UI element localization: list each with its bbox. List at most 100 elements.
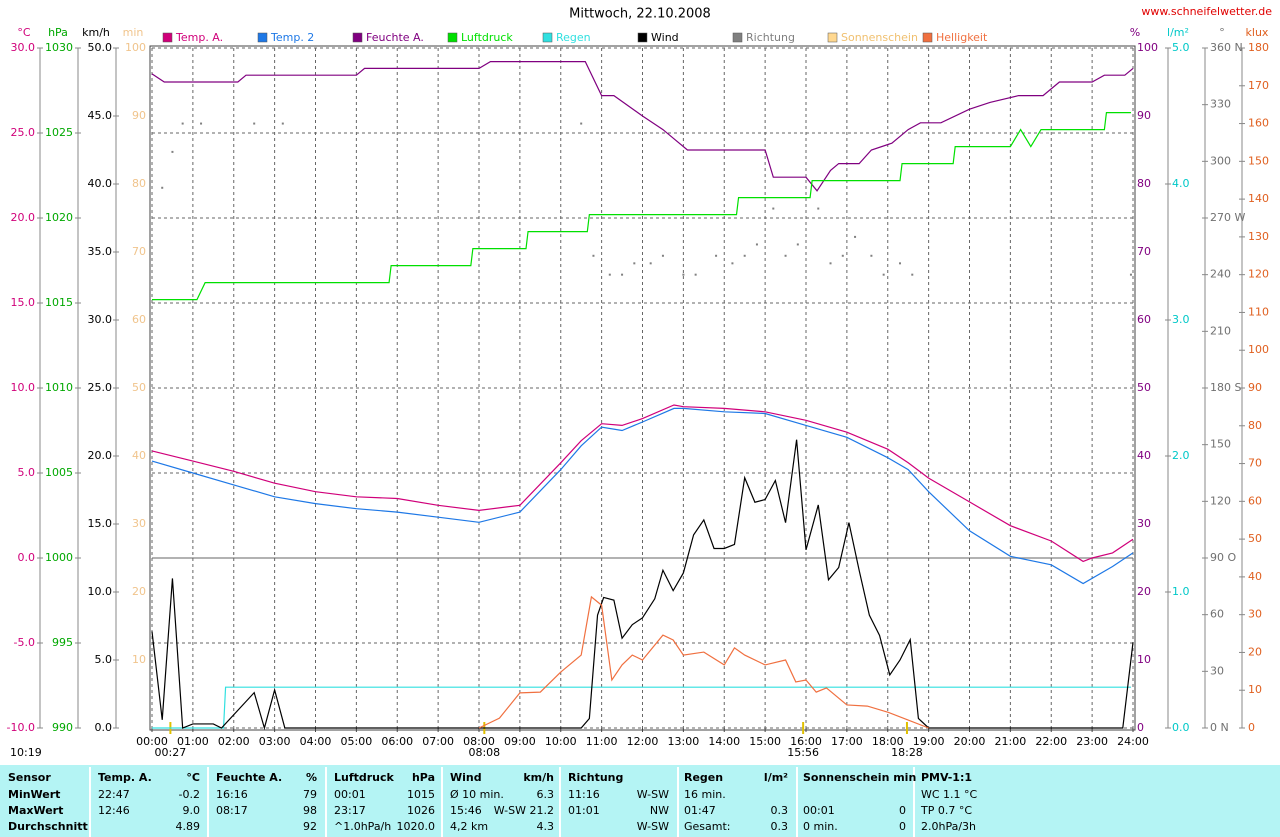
dot	[580, 122, 583, 125]
y-tick-label: 990	[52, 721, 73, 734]
table-cell: 23:17	[334, 804, 366, 817]
dot	[841, 254, 844, 257]
dot	[784, 254, 787, 257]
y-tick-label: 1005	[45, 466, 73, 479]
y-tick-label: 25.0	[11, 126, 36, 139]
table-cell: 11:16	[568, 788, 600, 801]
table-cell: 2.0hPa/3h	[921, 820, 976, 833]
x-tick-label: 11:00	[586, 735, 618, 748]
y-tick-label: 360 N	[1210, 41, 1243, 54]
y-tick-label: 90	[132, 109, 146, 122]
y-tick-label: 90	[1137, 109, 1151, 122]
table-cell: 98	[303, 804, 317, 817]
table-cell: Temp. A.	[98, 771, 152, 784]
y-tick-label: 20	[1248, 645, 1262, 658]
y-tick-label: 100	[125, 41, 146, 54]
legend-swatch	[447, 32, 458, 43]
y-tick-label: 30.0	[11, 41, 36, 54]
dot	[772, 207, 775, 210]
y-tick-label: 30	[1137, 517, 1151, 530]
table-cell: 4.89	[176, 820, 201, 833]
x-tick-label: 16:00	[790, 735, 822, 748]
table-cell: W-SW	[637, 820, 669, 833]
table-cell: 4.3	[537, 820, 555, 833]
table-cell: NW	[650, 804, 669, 817]
y-tick-label: 15.0	[88, 517, 113, 530]
y-tick-label: 1000	[45, 551, 73, 564]
y-tick-label: 45.0	[88, 109, 113, 122]
x-tick-label: 04:00	[300, 735, 332, 748]
axis-unit: %	[1130, 26, 1140, 39]
y-tick-label: 150	[1248, 154, 1269, 167]
y-tick-label: 120	[1210, 494, 1231, 507]
series-line	[478, 595, 929, 729]
dot	[715, 254, 718, 257]
y-tick-label: 5.0	[18, 466, 36, 479]
y-tick-label: 5.0	[1172, 41, 1190, 54]
table-cell: 01:47	[684, 804, 716, 817]
y-tick-label: 30	[132, 517, 146, 530]
y-tick-label: 10	[1137, 653, 1151, 666]
table-cell: Sonnenschein min	[803, 771, 916, 784]
table-cell: 1015	[407, 788, 435, 801]
axis-unit: °C	[17, 26, 31, 39]
dot	[682, 273, 685, 276]
y-tick-label: 110	[1248, 305, 1269, 318]
x-tick-label: 03:00	[259, 735, 291, 748]
legend-swatch	[162, 32, 173, 43]
table-cell: Regen	[684, 771, 723, 784]
legend-swatch	[637, 32, 648, 43]
y-tick-label: 80	[132, 177, 146, 190]
y-tick-label: 170	[1248, 79, 1269, 92]
legend-label: Sonnenschein	[841, 31, 918, 44]
legend-swatch	[542, 32, 553, 43]
legend-label: Helligkeit	[936, 31, 988, 44]
y-tick-label: 50	[1248, 532, 1262, 545]
dot	[796, 243, 799, 246]
dot	[608, 273, 611, 276]
x-tick-label: 07:00	[422, 735, 454, 748]
table-cell: 0.3	[771, 804, 789, 817]
table-cell: Feuchte A.	[216, 771, 282, 784]
legend-label: Temp. 2	[270, 31, 314, 44]
table-cell: 16:16	[216, 788, 248, 801]
table-cell: Gesamt:	[684, 820, 731, 833]
dot	[621, 273, 624, 276]
x-tick-label: 06:00	[381, 735, 413, 748]
y-tick-label: 180 S	[1210, 381, 1241, 394]
table-cell: km/h	[523, 771, 554, 784]
y-tick-label: 150	[1210, 438, 1231, 451]
legend-swatch	[922, 32, 933, 43]
table-cell: MaxWert	[8, 804, 63, 817]
y-tick-label: 100	[1137, 41, 1158, 54]
legend-swatch	[732, 32, 743, 43]
y-tick-label: 80	[1137, 177, 1151, 190]
series-line	[151, 404, 1134, 563]
y-tick-label: 40	[1248, 570, 1262, 583]
series-line	[151, 439, 1134, 731]
dot	[200, 122, 203, 125]
table-cell: 01:01	[568, 804, 600, 817]
dot	[161, 186, 164, 189]
y-tick-label: 160	[1248, 117, 1269, 130]
table-cell: 6.3	[537, 788, 555, 801]
chart-title: Mittwoch, 22.10.2008	[569, 7, 711, 22]
dot	[592, 254, 595, 257]
table-cell: MinWert	[8, 788, 60, 801]
table-cell: 00:01	[803, 804, 835, 817]
y-tick-label: 4.0	[1172, 177, 1190, 190]
dot	[854, 235, 857, 238]
x-tick-label: 01:00	[177, 735, 209, 748]
x-tick-label: 19:00	[913, 735, 945, 748]
y-tick-label: 3.0	[1172, 313, 1190, 326]
y-tick-label: 70	[1137, 245, 1151, 258]
y-tick-label: 70	[1248, 457, 1262, 470]
table-cell: 12:46	[98, 804, 130, 817]
x-tick-label: 21:00	[995, 735, 1027, 748]
table-cell: W-SW	[637, 788, 669, 801]
table-cell: -0.2	[179, 788, 200, 801]
y-tick-label: 180	[1248, 41, 1269, 54]
y-tick-label: 300	[1210, 154, 1231, 167]
